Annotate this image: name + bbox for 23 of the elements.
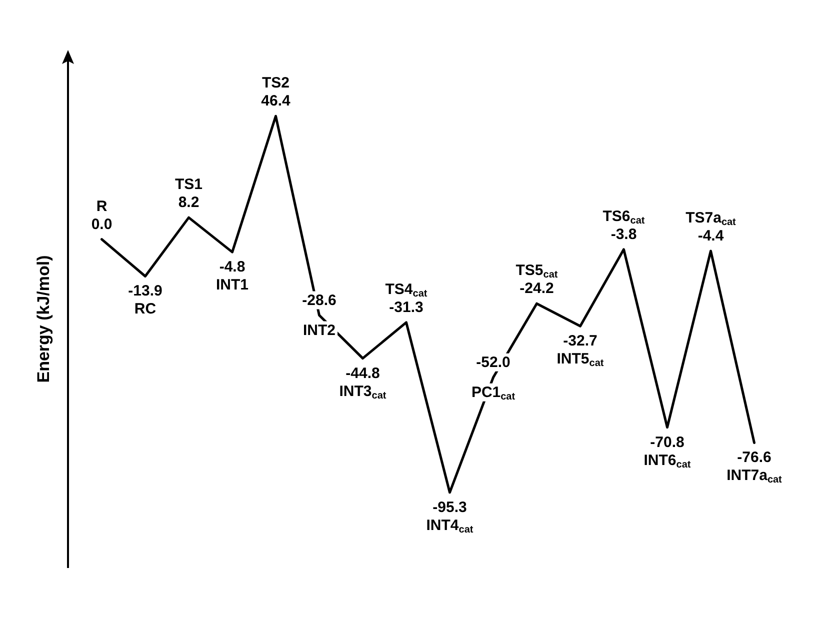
data-label: -28.6 [302, 292, 336, 309]
data-label: -76.6 [737, 449, 772, 466]
x-tick-label: RC [134, 300, 156, 318]
data-label: -32.7 [563, 332, 598, 350]
y-axis-title: Energy (kJ/mol) [34, 255, 53, 383]
data-label: -24.2 [520, 280, 554, 298]
x-tick-label: TS2 [262, 74, 290, 92]
x-tick-label: INT2 [302, 322, 336, 339]
data-label: -31.3 [389, 298, 424, 316]
x-tick-label: TS1 [174, 176, 203, 194]
data-label: -44.8 [346, 364, 380, 382]
x-tick-label: INT1 [216, 276, 249, 294]
data-label: -4.4 [698, 228, 724, 245]
data-label: -3.8 [610, 226, 637, 243]
x-tick-label: R [96, 198, 108, 215]
data-label: 8.2 [178, 194, 200, 212]
data-label: -95.3 [432, 498, 467, 516]
data-label: -13.9 [128, 282, 162, 300]
data-label: -70.8 [650, 434, 684, 451]
data-label: 46.4 [261, 92, 291, 110]
data-label: 0.0 [91, 216, 112, 233]
data-label: -4.8 [219, 258, 246, 276]
data-label: -52.0 [476, 354, 510, 371]
